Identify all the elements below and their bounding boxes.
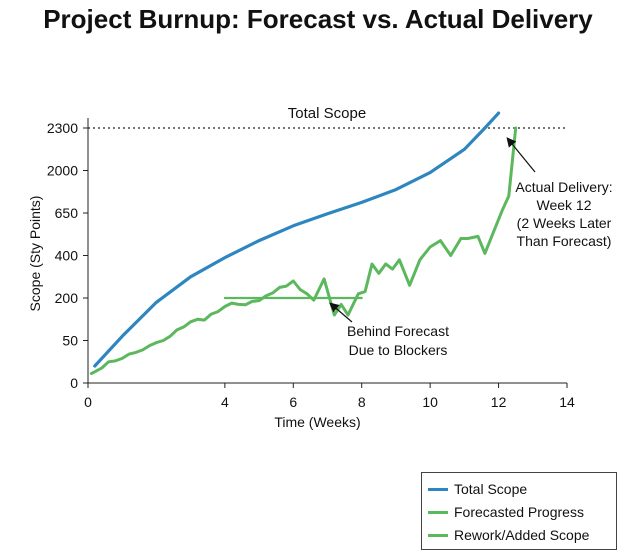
reference-line-group: Total Scope xyxy=(88,105,567,129)
x-tick-label: 10 xyxy=(422,394,438,410)
y-axis-label: Scope (Sty Points) xyxy=(27,196,43,312)
x-tick-label: 4 xyxy=(221,394,229,410)
annotation-actual-delivery-line1: Actual Delivery: xyxy=(515,179,612,195)
axes: 0 4 6 8 10 12 14 0 50 200 400 650 2000 2300 Time (Week… xyxy=(27,118,575,430)
annotation-behind-forecast-line2: Due to Blockers xyxy=(349,342,448,358)
legend-swatch-total-scope xyxy=(428,487,448,491)
annotation-actual-delivery-line2: Week 12 xyxy=(537,197,592,213)
annotation-actual-delivery-arrow xyxy=(506,137,536,173)
legend-swatch-rework xyxy=(428,533,448,537)
legend-item-forecasted-progress: Forecasted Progress xyxy=(428,501,584,523)
legend-label-rework: Rework/Added Scope xyxy=(454,527,590,543)
legend: Total Scope Forecasted Progress Rework/A… xyxy=(421,472,617,550)
y-tick-label: 2000 xyxy=(47,163,78,179)
total-scope-line xyxy=(93,111,501,368)
legend-label-total-scope: Total Scope xyxy=(454,481,528,497)
x-tick-label: 8 xyxy=(358,394,366,410)
legend-swatch-forecasted-progress xyxy=(428,510,448,514)
x-tick-label: 12 xyxy=(491,394,507,410)
rework-added-scope-line xyxy=(89,126,518,376)
y-tick-label: 2300 xyxy=(47,120,78,136)
annotation-actual-delivery-line3: (2 Weeks Later xyxy=(517,215,612,231)
chart-title: Project Burnup: Forecast vs. Actual Deli… xyxy=(43,4,593,34)
y-tick-label: 200 xyxy=(55,290,79,306)
series-lines xyxy=(89,111,518,376)
legend-label-forecasted-progress: Forecasted Progress xyxy=(454,504,584,520)
x-tick-label: 6 xyxy=(289,394,297,410)
y-tick-label: 650 xyxy=(55,205,79,221)
x-axis-label: Time (Weeks) xyxy=(274,414,360,430)
annotation-behind-forecast-line1: Behind Forecast xyxy=(347,323,449,339)
x-tick-label: 14 xyxy=(559,394,575,410)
y-tick-label: 400 xyxy=(55,248,79,264)
annotation-behind-forecast-arrow xyxy=(329,302,353,323)
legend-item-total-scope: Total Scope xyxy=(428,478,527,500)
y-tick-label: 50 xyxy=(62,333,78,349)
x-tick-label: 0 xyxy=(84,394,92,410)
annotations: Behind Forecast Due to Blockers Actual Del… xyxy=(329,137,613,358)
legend-item-rework: Rework/Added Scope xyxy=(428,524,589,546)
annotation-actual-delivery-line4: Than Forecast) xyxy=(517,233,612,249)
reference-line-label: Total Scope xyxy=(288,105,366,122)
y-tick-label: 0 xyxy=(70,375,78,391)
